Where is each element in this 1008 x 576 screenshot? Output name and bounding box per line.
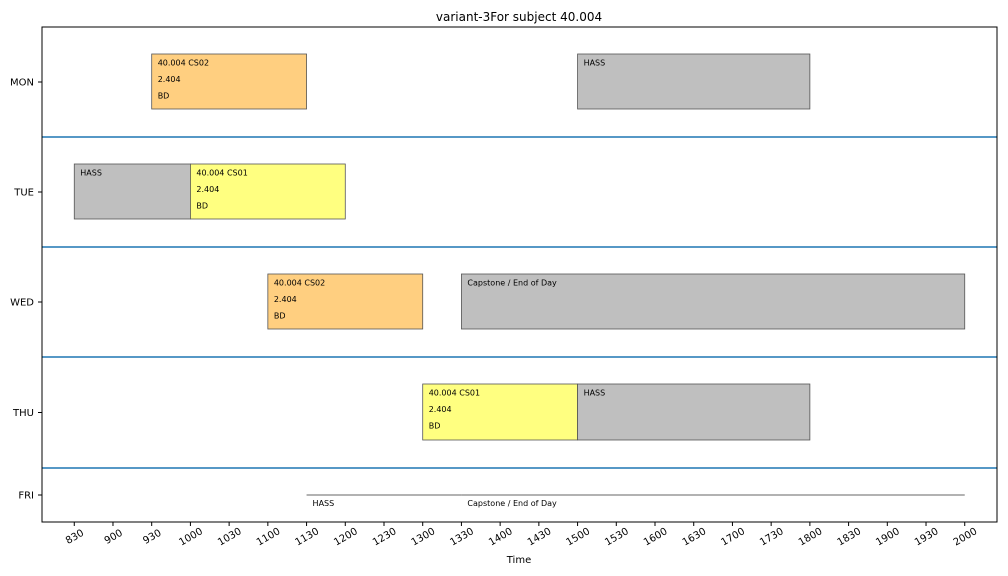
event-label: 2.404 xyxy=(274,295,297,304)
event-label: BD xyxy=(158,92,170,101)
timetable-event: HASS xyxy=(577,53,811,110)
x-tick-label: 1400 xyxy=(487,526,515,548)
timetable-event: HASS xyxy=(306,494,462,508)
x-tick-label: 830 xyxy=(64,528,86,547)
x-tick-label: 1300 xyxy=(410,526,438,548)
plot-frame xyxy=(41,26,998,523)
day-label: MON xyxy=(10,78,34,89)
event-label: BD xyxy=(196,202,208,211)
event-label: 40.004 CS02 xyxy=(158,59,209,68)
event-bar xyxy=(190,163,346,220)
chart-title: variant-3For subject 40.004 xyxy=(436,10,602,24)
x-tick-label: 1430 xyxy=(526,526,554,548)
event-label: Capstone / End of Day xyxy=(467,279,557,288)
event-label: 2.404 xyxy=(196,185,219,194)
day-separators xyxy=(42,136,997,469)
x-tick-label: 1930 xyxy=(913,526,941,548)
event-bar xyxy=(151,53,307,110)
day-label: TUE xyxy=(13,188,34,199)
x-tick-label: 1030 xyxy=(216,526,244,548)
y-axis: MON TUE WED THU FRI xyxy=(10,78,42,502)
x-tick-label: 1130 xyxy=(294,526,322,548)
timetable-event: 40.004 CS01 2.404 BD xyxy=(422,383,578,441)
timetable-event: HASS xyxy=(577,383,811,441)
event-label: 40.004 CS01 xyxy=(196,169,247,178)
event-label: HASS xyxy=(584,389,606,398)
x-tick-label: 1200 xyxy=(332,526,360,548)
event-label: 2.404 xyxy=(158,75,181,84)
event-bar xyxy=(422,383,578,441)
event-label: HASS xyxy=(80,169,102,178)
x-tick-label: 1730 xyxy=(758,526,786,548)
x-tick-label: 1830 xyxy=(836,526,864,548)
x-axis-label: Time xyxy=(506,555,531,566)
x-tick-label: 1330 xyxy=(448,526,476,548)
day-label: FRI xyxy=(18,491,34,502)
event-label: BD xyxy=(274,312,286,321)
event-bar xyxy=(73,163,191,220)
timetable-event: Capstone / End of Day xyxy=(461,273,966,330)
timetable-event: 40.004 CS02 2.404 BD xyxy=(267,273,424,330)
x-axis: 830 900 930 1000 1030 1100 1130 1200 1230 1300 133… xyxy=(64,522,979,548)
timetable-event: HASS xyxy=(73,163,191,220)
x-tick-label: 1630 xyxy=(681,526,709,548)
timetable-event: Capstone / End of Day xyxy=(461,494,965,508)
event-bar xyxy=(461,273,966,330)
x-tick-label: 1600 xyxy=(642,526,670,548)
day-label: WED xyxy=(10,298,34,309)
x-tick-label: 1530 xyxy=(603,526,631,548)
x-tick-label: 1800 xyxy=(797,526,825,548)
event-bar xyxy=(577,383,811,441)
event-label: HASS xyxy=(584,59,606,68)
timetable-event: 40.004 CS02 2.404 BD xyxy=(151,53,307,110)
x-tick-label: 1700 xyxy=(719,526,747,548)
event-label: HASS xyxy=(313,499,335,508)
x-tick-label: 1100 xyxy=(255,526,283,548)
x-tick-label: 1500 xyxy=(565,526,593,548)
event-label: 2.404 xyxy=(429,405,452,414)
x-tick-label: 1000 xyxy=(177,526,205,548)
event-bar xyxy=(577,53,811,110)
x-tick-label: 900 xyxy=(103,528,125,547)
timetable-event: 40.004 CS01 2.404 BD xyxy=(190,163,346,220)
day-label: THU xyxy=(12,408,34,419)
event-label: Capstone / End of Day xyxy=(467,499,557,508)
event-label: BD xyxy=(429,422,441,431)
x-tick-label: 2000 xyxy=(952,526,980,548)
event-label: 40.004 CS02 xyxy=(274,279,325,288)
event-bar xyxy=(267,273,424,330)
x-tick-label: 1900 xyxy=(874,526,902,548)
x-tick-label: 1230 xyxy=(371,526,399,548)
events-layer: 40.004 CS02 2.404 BD HASS HASS 40.004 CS01 2.4… xyxy=(73,53,966,508)
x-tick-label: 930 xyxy=(141,528,163,547)
event-label: 40.004 CS01 xyxy=(429,389,480,398)
